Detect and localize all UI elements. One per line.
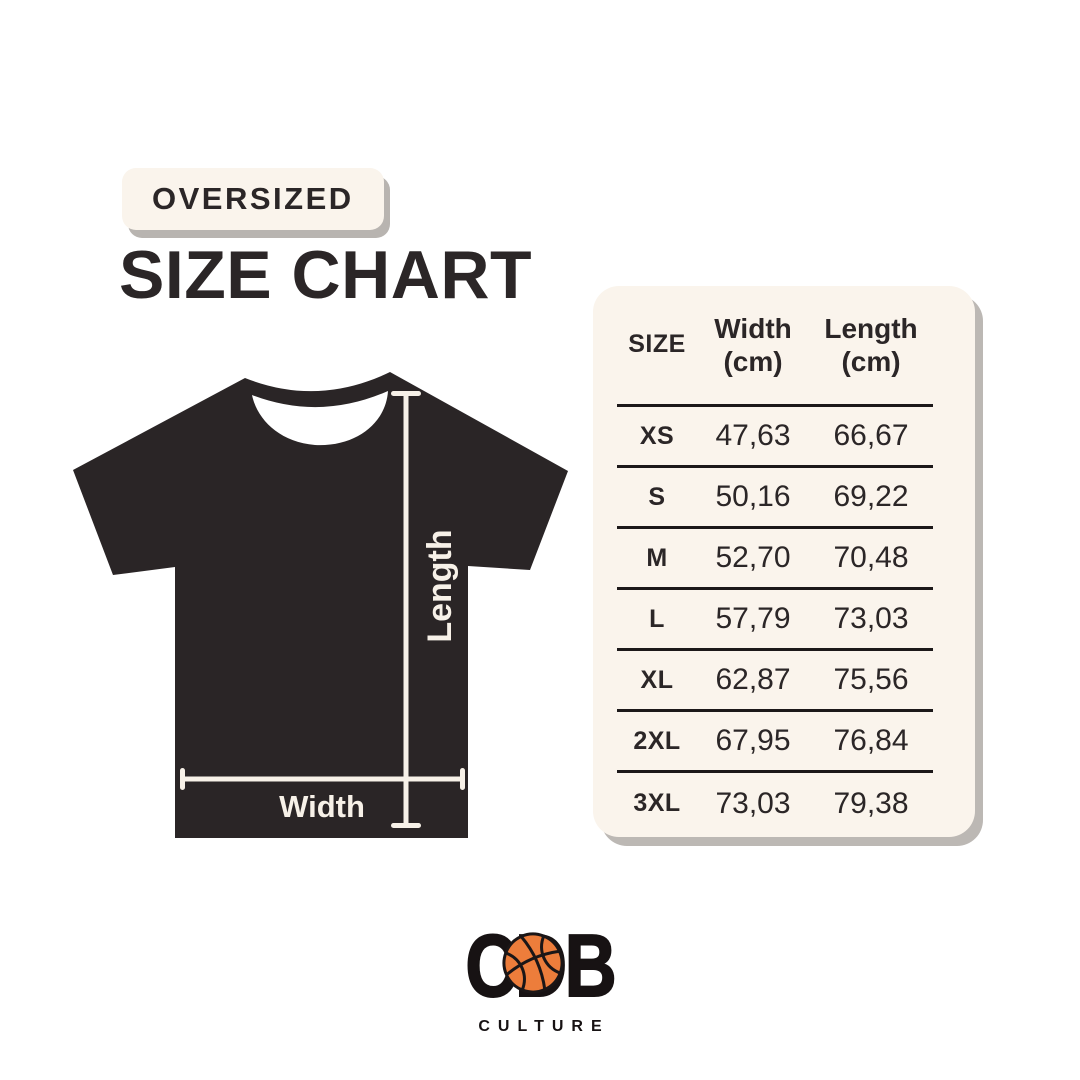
table-header-row: SIZE Width (cm) Length (cm) — [617, 286, 933, 407]
width-value: 52,70 — [715, 541, 791, 574]
size-label: 3XL — [633, 789, 681, 817]
oversized-badge-label: OVERSIZED — [152, 181, 354, 216]
column-header-size: SIZE — [628, 330, 686, 359]
table-row-2xl: 2XL 67,95 76,84 — [617, 712, 933, 773]
size-label: M — [646, 543, 668, 572]
table-row-l: L 57,79 73,03 — [617, 590, 933, 651]
width-value: 47,63 — [715, 419, 791, 452]
width-measure-line — [180, 768, 465, 790]
length-value: 69,22 — [833, 480, 909, 513]
tshirt-diagram: Length Width — [60, 365, 580, 845]
width-value: 67,95 — [715, 724, 791, 757]
column-header-width: Width (cm) — [714, 312, 792, 377]
width-value: 62,87 — [715, 663, 791, 696]
length-value: 76,84 — [833, 724, 909, 757]
table-row-m: M 52,70 70,48 — [617, 529, 933, 590]
size-table-panel: SIZE Width (cm) Length (cm) XS 47,63 66,… — [593, 286, 975, 837]
length-value: 66,67 — [833, 419, 909, 452]
length-value: 70,48 — [833, 541, 909, 574]
width-value: 50,16 — [715, 480, 791, 513]
length-measure-line — [391, 391, 421, 828]
size-label: S — [648, 482, 666, 511]
brand-logo: CDB CULTURE — [0, 921, 1080, 1036]
page-title: SIZE CHART — [119, 237, 532, 313]
column-header-length: Length (cm) — [824, 312, 918, 377]
brand-logo-mark: CDB — [449, 921, 631, 1011]
size-label: XS — [639, 421, 675, 450]
length-value: 73,03 — [833, 602, 909, 635]
width-value: 73,03 — [715, 786, 791, 820]
length-value: 79,38 — [833, 786, 909, 820]
width-label: Width — [279, 789, 365, 824]
size-label: L — [649, 604, 665, 633]
brand-logo-subtext: CULTURE — [478, 1018, 610, 1035]
oversized-badge: OVERSIZED — [122, 168, 384, 230]
table-row-xs: XS 47,63 66,67 — [617, 407, 933, 468]
length-label: Length — [421, 529, 459, 642]
collar-opening — [252, 391, 388, 446]
tshirt-diagram-svg: Length Width — [73, 372, 568, 838]
table-row-3xl: 3XL 73,03 79,38 — [617, 773, 933, 834]
size-label: 2XL — [633, 726, 681, 755]
table-row-s: S 50,16 69,22 — [617, 468, 933, 529]
length-value: 75,56 — [833, 663, 909, 696]
size-label: XL — [640, 665, 674, 694]
width-value: 57,79 — [715, 602, 791, 635]
basketball-icon — [502, 932, 564, 994]
table-row-xl: XL 62,87 75,56 — [617, 651, 933, 712]
tshirt-silhouette — [73, 372, 568, 838]
